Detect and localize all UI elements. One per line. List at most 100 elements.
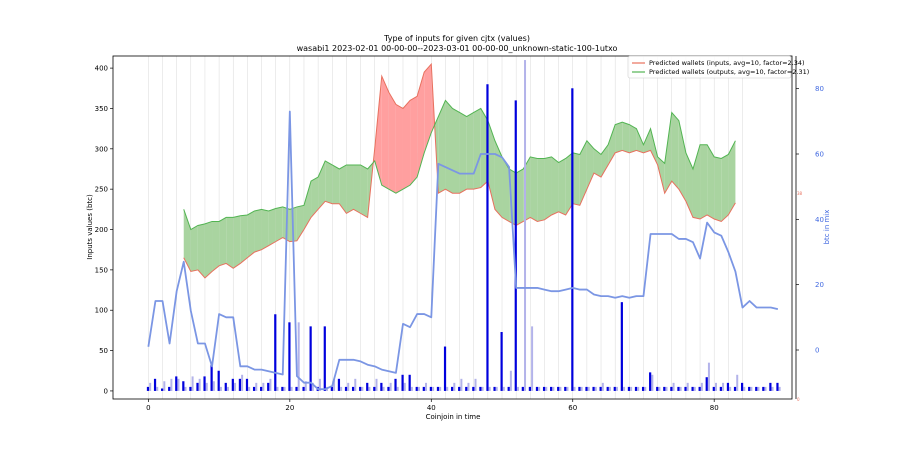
- input-bar-light: [736, 374, 739, 391]
- input-bar-dark: [203, 376, 206, 391]
- input-bar-light: [453, 382, 456, 391]
- input-bar-dark: [231, 378, 234, 391]
- input-bar-light: [219, 386, 222, 391]
- input-bar-dark: [663, 386, 666, 391]
- input-bar-dark: [288, 322, 291, 391]
- input-bar-light: [248, 386, 251, 391]
- band-fill-outputs: [678, 120, 686, 202]
- input-bar-dark: [500, 332, 503, 391]
- input-bar-light: [276, 386, 279, 391]
- band-fill-outputs: [247, 210, 255, 258]
- btc-in-mix-line: [147, 110, 779, 391]
- band-fill-outputs: [480, 108, 488, 188]
- input-bar-light: [184, 386, 187, 391]
- input-bar-light: [552, 386, 555, 391]
- input-bar-light: [389, 382, 392, 391]
- band-fill-outputs: [671, 112, 679, 190]
- band-fill-outputs: [721, 154, 729, 222]
- input-bar-light: [149, 382, 152, 391]
- x-tick-label: 20: [285, 404, 294, 412]
- input-bar-dark: [571, 88, 574, 391]
- input-bar-light: [679, 386, 682, 391]
- input-bar-dark: [408, 374, 411, 391]
- input-bar-light: [481, 386, 484, 391]
- input-bar-dark: [153, 378, 157, 391]
- band-fill-outputs: [233, 215, 241, 269]
- band-fill-outputs: [226, 217, 234, 269]
- input-bar-light: [297, 322, 300, 391]
- input-bar-dark: [649, 372, 652, 391]
- input-bar-light: [509, 370, 512, 391]
- band-fill-outputs: [261, 209, 269, 250]
- input-bar-dark: [429, 386, 432, 391]
- input-bar-dark: [161, 388, 164, 391]
- input-bar-dark: [528, 386, 532, 391]
- input-bar-dark: [670, 386, 673, 391]
- input-bar-light: [778, 386, 781, 391]
- input-bar-dark: [705, 377, 708, 391]
- y-tick-label: 150: [95, 266, 108, 274]
- input-bar-dark: [641, 386, 645, 391]
- input-bar-light: [311, 382, 314, 391]
- input-bar-dark: [260, 386, 263, 391]
- input-bar-dark: [684, 386, 687, 391]
- input-bar-dark: [677, 386, 680, 391]
- input-bar-dark: [168, 386, 171, 391]
- input-bar-light: [417, 386, 420, 391]
- input-bar-light: [432, 386, 435, 391]
- x-tick-label: 80: [710, 404, 719, 412]
- band-fill-outputs: [643, 128, 651, 153]
- input-bar-dark: [486, 84, 489, 391]
- input-bar-dark: [627, 386, 631, 391]
- right-y-tick-label: 0: [815, 347, 819, 355]
- input-bar-light: [283, 386, 286, 391]
- input-bar-dark: [401, 374, 404, 391]
- band-fill-outputs: [197, 223, 205, 278]
- input-bar-dark: [726, 382, 730, 391]
- input-bar-dark: [451, 386, 454, 391]
- chart-subtitle: wasabi1 2023-02-01 00-00-00--2023-03-01 …: [297, 44, 618, 53]
- right-axis-label: btc in mix: [823, 210, 831, 245]
- legend: Predicted wallets (inputs, avg=10, facto…: [627, 55, 809, 79]
- band-fill-outputs: [318, 160, 326, 210]
- band-fill-outputs: [544, 156, 552, 220]
- input-bar-dark: [585, 386, 588, 391]
- input-bar-dark: [436, 386, 440, 391]
- plot-frame: [112, 55, 793, 400]
- band-fill-outputs: [707, 144, 715, 220]
- input-bar-light: [304, 381, 307, 391]
- input-bar-dark: [521, 386, 524, 391]
- input-bar-light: [460, 378, 463, 391]
- input-bar-light: [559, 386, 562, 391]
- input-bar-light: [502, 386, 505, 391]
- band-fill-outputs: [622, 122, 630, 153]
- input-bar-dark: [514, 100, 517, 391]
- input-bar-dark: [337, 378, 341, 391]
- band-fill-outputs: [353, 164, 361, 214]
- band-fill-outputs: [579, 140, 587, 206]
- input-bar-light: [637, 386, 640, 391]
- band-fill-outputs: [360, 164, 368, 218]
- input-bar-light: [531, 326, 534, 391]
- input-bar-dark: [620, 302, 623, 391]
- input-bar-dark: [281, 386, 284, 391]
- input-bar-dark: [189, 386, 192, 391]
- input-bar-light: [750, 386, 753, 391]
- input-bar-light: [163, 381, 166, 391]
- y-tick-label: 250: [95, 186, 108, 194]
- input-bar-dark: [245, 378, 249, 391]
- input-bar-dark: [196, 382, 199, 391]
- legend-box: [627, 55, 792, 79]
- input-bar-dark: [550, 386, 553, 391]
- band-fill-outputs: [551, 156, 559, 215]
- input-bar-light: [205, 382, 208, 391]
- input-bar-dark: [267, 382, 270, 391]
- input-bar-light: [743, 386, 746, 391]
- band-fill-outputs: [190, 225, 198, 272]
- input-bar-light: [615, 386, 618, 391]
- input-bar-light: [686, 382, 689, 391]
- band-fill-outputs: [494, 140, 503, 218]
- x-tick-label: 40: [427, 404, 436, 412]
- band-fill-outputs: [636, 128, 644, 153]
- input-bar-light: [573, 386, 576, 391]
